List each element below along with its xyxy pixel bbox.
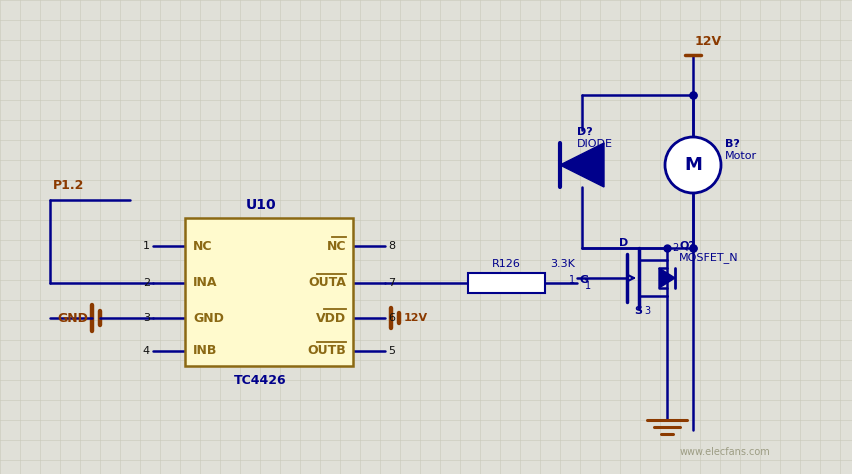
Circle shape — [665, 137, 721, 193]
Text: GND: GND — [57, 311, 88, 325]
Text: Motor: Motor — [725, 151, 757, 161]
Text: 6: 6 — [388, 313, 395, 323]
Text: S: S — [634, 306, 642, 316]
Text: Q?: Q? — [679, 240, 695, 250]
Text: TC4426: TC4426 — [234, 374, 287, 387]
Text: 1: 1 — [585, 281, 591, 291]
Text: M: M — [684, 156, 702, 174]
Text: NC: NC — [326, 239, 346, 253]
Text: 2: 2 — [672, 243, 678, 253]
Text: GND: GND — [193, 311, 224, 325]
Text: 12V: 12V — [695, 35, 722, 48]
Text: 1: 1 — [569, 275, 575, 285]
Text: MOSFET_N: MOSFET_N — [679, 252, 739, 263]
Text: R126: R126 — [492, 259, 521, 269]
Text: VDD: VDD — [316, 311, 346, 325]
Text: INA: INA — [193, 276, 217, 290]
Text: D?: D? — [577, 127, 593, 137]
Text: 4: 4 — [143, 346, 150, 356]
Text: OUTB: OUTB — [308, 345, 346, 357]
Text: NC: NC — [193, 239, 212, 253]
Text: 2: 2 — [143, 278, 150, 288]
Text: P1.2: P1.2 — [53, 179, 84, 192]
Text: D: D — [619, 238, 628, 248]
Text: 3: 3 — [644, 306, 650, 316]
Text: OUTA: OUTA — [308, 276, 346, 290]
Text: 12V: 12V — [404, 313, 428, 323]
Text: 3.3K: 3.3K — [550, 259, 575, 269]
Text: DIODE: DIODE — [577, 139, 613, 149]
Bar — [468, 273, 545, 293]
Polygon shape — [560, 143, 604, 187]
Text: 7: 7 — [388, 278, 395, 288]
Text: 8: 8 — [388, 241, 395, 251]
Text: B?: B? — [725, 139, 740, 149]
Text: 3: 3 — [143, 313, 150, 323]
Bar — [185, 218, 353, 366]
Text: www.elecfans.com: www.elecfans.com — [680, 447, 771, 457]
Text: 5: 5 — [388, 346, 395, 356]
Polygon shape — [659, 268, 675, 288]
Text: 1: 1 — [143, 241, 150, 251]
Text: INB: INB — [193, 345, 217, 357]
Text: U10: U10 — [245, 198, 276, 212]
Text: G: G — [579, 275, 588, 285]
